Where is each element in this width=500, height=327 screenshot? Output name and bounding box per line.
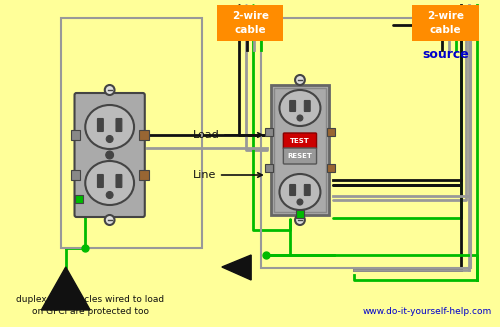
Circle shape (295, 215, 305, 225)
Bar (328, 128, 335, 136)
Text: RESET: RESET (288, 153, 312, 159)
FancyBboxPatch shape (217, 5, 284, 41)
Text: source: source (422, 48, 469, 61)
Text: TEST: TEST (290, 138, 310, 144)
Polygon shape (42, 267, 90, 310)
Ellipse shape (280, 174, 320, 210)
Bar (76, 195, 84, 203)
Circle shape (106, 151, 114, 159)
Bar (265, 128, 272, 136)
Ellipse shape (280, 90, 320, 126)
Bar (139, 130, 148, 140)
FancyBboxPatch shape (304, 100, 310, 112)
Ellipse shape (297, 199, 303, 205)
Text: Load: Load (192, 130, 262, 140)
Circle shape (105, 215, 115, 225)
Circle shape (105, 85, 115, 95)
Polygon shape (222, 255, 251, 280)
FancyBboxPatch shape (304, 184, 310, 196)
Ellipse shape (86, 161, 134, 205)
Bar (70, 130, 81, 140)
FancyBboxPatch shape (284, 148, 316, 164)
FancyBboxPatch shape (290, 100, 296, 112)
FancyBboxPatch shape (290, 184, 296, 196)
FancyBboxPatch shape (116, 118, 122, 131)
Bar (61, 18, 203, 248)
FancyBboxPatch shape (412, 5, 478, 41)
Ellipse shape (106, 192, 113, 198)
Text: duplex receptacles wired to load
on GFCI are protected too: duplex receptacles wired to load on GFCI… (16, 295, 164, 316)
Bar (270, 85, 329, 215)
FancyBboxPatch shape (98, 118, 103, 131)
Bar (274, 88, 326, 212)
Text: Line: Line (192, 170, 262, 180)
FancyBboxPatch shape (284, 133, 316, 149)
FancyBboxPatch shape (74, 93, 145, 217)
Bar (139, 170, 148, 180)
Ellipse shape (297, 115, 303, 121)
Ellipse shape (106, 135, 113, 143)
Circle shape (295, 75, 305, 85)
Text: www.do-it-yourself-help.com: www.do-it-yourself-help.com (363, 307, 492, 316)
Bar (296, 210, 304, 218)
Bar (265, 164, 272, 172)
Text: 2-wire
cable: 2-wire cable (232, 11, 268, 35)
Bar (328, 164, 335, 172)
Ellipse shape (86, 105, 134, 149)
Bar (70, 170, 81, 180)
FancyBboxPatch shape (98, 175, 103, 187)
FancyBboxPatch shape (116, 175, 122, 187)
Text: 2-wire
cable: 2-wire cable (427, 11, 464, 35)
Bar (261, 18, 470, 268)
